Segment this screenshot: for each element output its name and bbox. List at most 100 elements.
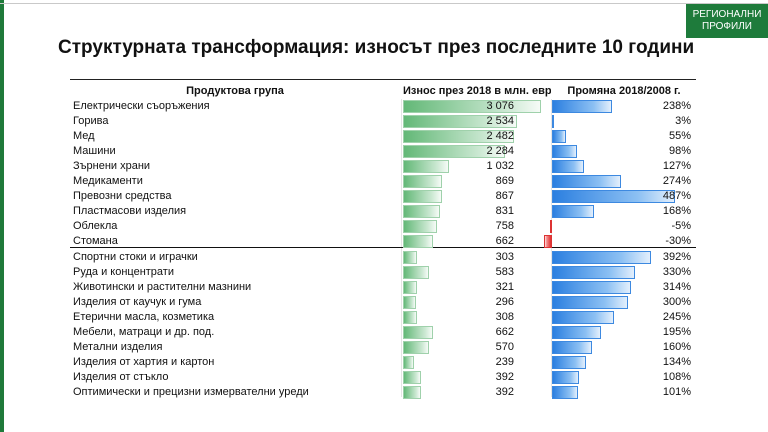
table-row: Изделия от стъкло 392 108% [70, 370, 696, 385]
change-bar [552, 296, 628, 309]
exports-bar [403, 130, 515, 143]
exports-bar [403, 251, 417, 264]
table-row: Стомана 662 -30% [70, 234, 696, 249]
change-bar [552, 130, 566, 143]
exports-table: Продуктова група Износ през 2018 в млн. … [70, 79, 696, 400]
change-value: 3% [675, 115, 691, 127]
exports-value: 3 076 [486, 100, 514, 112]
table-row: Метални изделия 570 160% [70, 340, 696, 355]
exports-bar [403, 235, 433, 248]
exports-value: 1 032 [486, 160, 514, 172]
exports-bar [403, 326, 433, 339]
table-row: Медикаменти 869 274% [70, 174, 696, 189]
table-row: Пластмасови изделия 831 168% [70, 204, 696, 219]
exports-value: 308 [495, 311, 514, 323]
change-value: -5% [671, 220, 691, 232]
change-bar [552, 371, 580, 384]
change-bar [552, 160, 585, 173]
exports-value: 303 [495, 251, 514, 263]
exports-bar [403, 386, 421, 399]
product-group-name: Изделия от стъкло [73, 371, 169, 383]
exports-bar [403, 311, 417, 324]
table-row: Изделия от хартия и картон 239 134% [70, 355, 696, 370]
exports-bar [403, 341, 429, 354]
table-row: Оптимически и прецизни измервателни уред… [70, 385, 696, 400]
change-bar [552, 251, 651, 264]
product-group-name: Облекла [73, 220, 118, 232]
product-group-name: Животински и растителни мазнини [73, 281, 252, 293]
change-bar [552, 311, 614, 324]
change-value: 274% [662, 175, 691, 187]
change-bar [552, 205, 595, 218]
exports-bar [403, 296, 417, 309]
exports-bar [403, 175, 442, 188]
exports-value: 867 [495, 190, 514, 202]
change-bar [552, 266, 636, 279]
exports-bar [403, 266, 430, 279]
badge-line-1: РЕГИОНАЛНИ [692, 9, 762, 20]
change-bar [552, 145, 577, 158]
exports-value: 758 [495, 220, 514, 232]
left-accent-stripe [0, 0, 4, 432]
table-row: Руда и концентрати 583 330% [70, 265, 696, 280]
change-value: 487% [662, 190, 691, 202]
exports-bar [403, 371, 421, 384]
product-group-name: Превозни средства [73, 190, 172, 202]
change-value: 101% [662, 386, 691, 398]
change-bar [552, 386, 578, 399]
exports-value: 296 [495, 296, 514, 308]
exports-bar [403, 220, 437, 233]
exports-value: 2 534 [486, 115, 514, 127]
exports-bar [403, 100, 541, 113]
change-bar [552, 356, 586, 369]
change-value: 127% [662, 160, 691, 172]
column-separator-exports [401, 99, 402, 397]
exports-value: 570 [495, 341, 514, 353]
change-value: 238% [662, 100, 691, 112]
table-row: Електрически съоръжения 3 076 238% [70, 99, 696, 114]
regional-profiles-badge: РЕГИОНАЛНИ ПРОФИЛИ [686, 4, 768, 38]
product-group-name: Изделия от каучук и гума [73, 296, 202, 308]
change-bar [550, 220, 552, 233]
table-row: Машини 2 284 98% [70, 144, 696, 159]
table-row: Спортни стоки и играчки 303 392% [70, 250, 696, 265]
change-bar [544, 235, 552, 248]
exports-value: 392 [495, 386, 514, 398]
exports-bar [403, 356, 414, 369]
change-value: 168% [662, 205, 691, 217]
product-group-name: Оптимически и прецизни измервателни уред… [73, 386, 309, 398]
table-row: Горива 2 534 3% [70, 114, 696, 129]
change-value: 300% [662, 296, 691, 308]
product-group-name: Изделия от хартия и картон [73, 356, 215, 368]
change-value: -30% [665, 235, 691, 247]
exports-value: 662 [495, 326, 514, 338]
product-group-name: Медикаменти [73, 175, 143, 187]
change-value: 98% [668, 145, 691, 157]
exports-value: 321 [495, 281, 514, 293]
table-row: Изделия от каучук и гума 296 300% [70, 295, 696, 310]
table-row: Животински и растителни мазнини 321 314% [70, 280, 696, 295]
product-group-name: Горива [73, 115, 109, 127]
exports-value: 239 [495, 356, 514, 368]
change-value: 245% [662, 311, 691, 323]
exports-value: 831 [495, 205, 514, 217]
column-separator-change [551, 99, 552, 397]
table-row: Превозни средства 867 487% [70, 189, 696, 204]
table-row: Мед 2 482 55% [70, 129, 696, 144]
product-group-name: Спортни стоки и играчки [73, 251, 198, 263]
change-value: 392% [662, 251, 691, 263]
change-bar [552, 281, 632, 294]
exports-bar [403, 115, 517, 128]
change-bar [552, 100, 613, 113]
exports-value: 392 [495, 371, 514, 383]
header-change-2018-2008: Промяна 2018/2008 г. [567, 85, 681, 97]
exports-value: 869 [495, 175, 514, 187]
product-group-name: Електрически съоръжения [73, 100, 210, 112]
exports-value: 2 482 [486, 130, 514, 142]
table-row: Мебели, матраци и др. под. 662 195% [70, 325, 696, 340]
change-value: 195% [662, 326, 691, 338]
page-title: Структурната трансформация: износът през… [58, 37, 695, 58]
exports-value: 662 [495, 235, 514, 247]
change-value: 314% [662, 281, 691, 293]
header-exports-2018: Износ през 2018 в млн. евро [403, 85, 551, 97]
